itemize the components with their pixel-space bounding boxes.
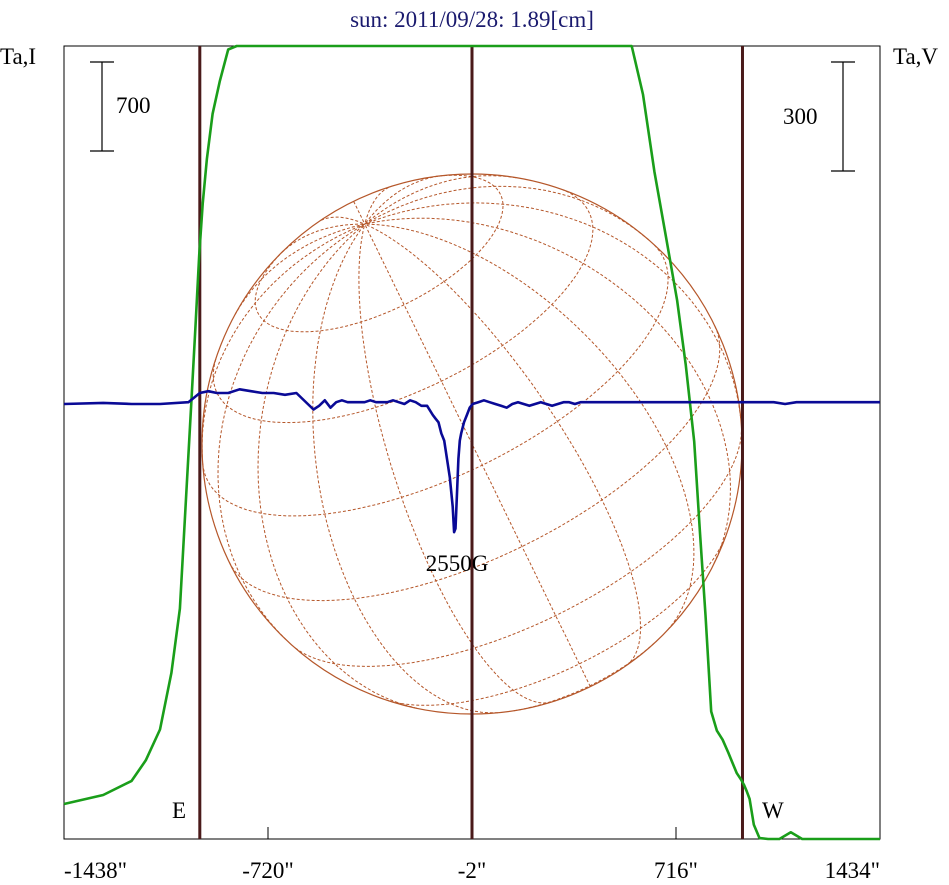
- longitude-line: [364, 175, 517, 225]
- longitude-line: [364, 217, 732, 564]
- limb-markers: [198, 46, 744, 839]
- latitude-line: [386, 534, 727, 706]
- longitude-line: [201, 223, 365, 458]
- longitude-line: [364, 223, 642, 666]
- stokes-i-line: [63, 44, 880, 841]
- longitude-line: [364, 202, 742, 419]
- longitude-line: [364, 185, 649, 241]
- longitude-line: [312, 223, 498, 714]
- longitude-line: [364, 186, 389, 225]
- x-tick-label: -720": [242, 858, 294, 883]
- latitude-line: [254, 174, 504, 333]
- x-axis-ticks: -1438" -720" -2" 716" 1434": [63, 827, 881, 883]
- longitude-line: [257, 223, 418, 709]
- x-tick-label: -1438": [64, 858, 127, 883]
- right-axis-label: Ta,V: [893, 44, 938, 69]
- x-tick-label: -2": [458, 858, 487, 883]
- longitude-line: [364, 175, 438, 225]
- field-strength-annotation: 2550G: [426, 551, 489, 576]
- series-group: [63, 44, 880, 841]
- left-scale-bar: [90, 61, 114, 152]
- longitude-line: [364, 223, 591, 687]
- longitude-line: [234, 223, 365, 316]
- chart-title: sun: 2011/09/28: 1.89[cm]: [350, 7, 594, 32]
- longitude-line: [358, 223, 552, 704]
- longitude-line: [364, 223, 695, 631]
- west-label: W: [762, 798, 784, 823]
- left-axis-label: Ta,I: [0, 44, 36, 69]
- x-tick-label: 1434": [825, 858, 880, 883]
- longitude-line: [320, 216, 365, 225]
- longitude-line: [353, 201, 366, 225]
- latitude-line: [295, 430, 742, 667]
- right-scale-bar-label: 300: [783, 104, 818, 129]
- stokes-v-line: [63, 388, 880, 534]
- east-label: E: [172, 798, 186, 823]
- left-scale-bar-label: 700: [116, 93, 151, 118]
- right-scale-bar: [831, 61, 855, 172]
- solar-disk-grid: [201, 173, 743, 715]
- latitude-line: [212, 189, 594, 424]
- longitude-line: [281, 223, 365, 253]
- x-tick-label: 716": [654, 858, 698, 883]
- longitude-line: [217, 223, 365, 641]
